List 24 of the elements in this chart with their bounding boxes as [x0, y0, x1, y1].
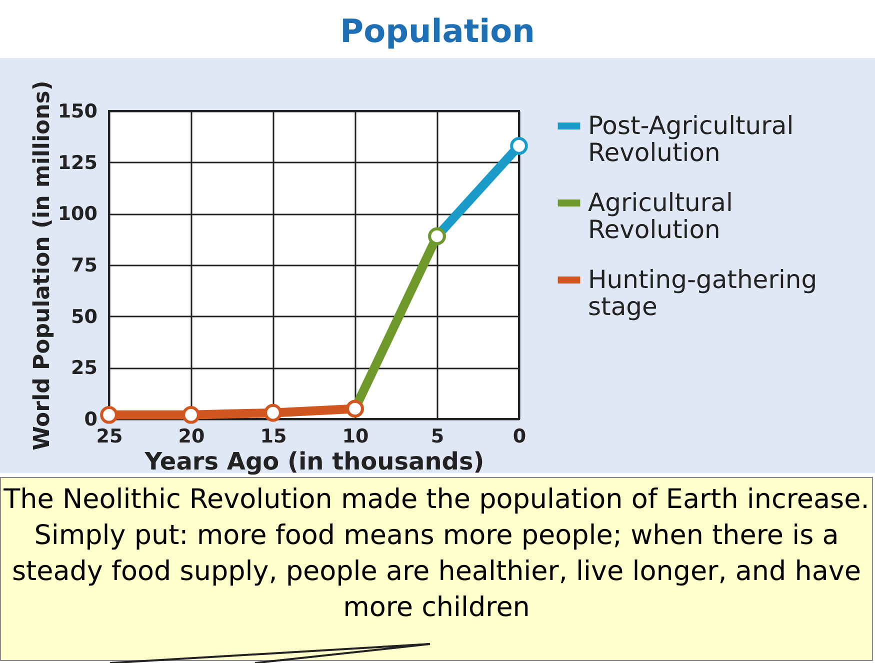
x-tick-label: 15	[260, 426, 287, 448]
legend-label: Hunting-gathering stage	[588, 265, 818, 321]
y-tick-label: 0	[84, 408, 98, 430]
y-tick-label: 150	[58, 100, 98, 122]
text: The Neolithic Revolution made the population of Earth increase. Simply put: more food means more people; when there is a steady food supply, people are healthier, live longer, and have more children	[4, 484, 870, 623]
y-tick-label: 125	[58, 152, 98, 174]
chart-title: Population	[339, 11, 536, 52]
y-tick-label: 25	[71, 357, 98, 380]
x-tick-label: 20	[178, 426, 205, 448]
x-tick-label: 25	[96, 426, 123, 448]
x-tick-label: 10	[342, 426, 369, 448]
legend-label: Agricultural Revolution	[588, 188, 733, 244]
legend-label: Post-Agricultural Revolution	[588, 111, 794, 167]
y-axis-title: World Population (in millions)	[30, 80, 55, 450]
x-tick-label: 0	[512, 426, 526, 448]
y-tick-label: 75	[71, 254, 98, 276]
point	[510, 137, 528, 155]
x-tick-label: 5	[430, 426, 444, 448]
point	[100, 406, 118, 424]
point	[182, 406, 200, 424]
point	[264, 404, 282, 422]
y-tick-label: 100	[58, 203, 98, 226]
x-axis-title: Years Ago (in thousands)	[144, 448, 484, 476]
y-tick-label: 50	[71, 306, 98, 328]
